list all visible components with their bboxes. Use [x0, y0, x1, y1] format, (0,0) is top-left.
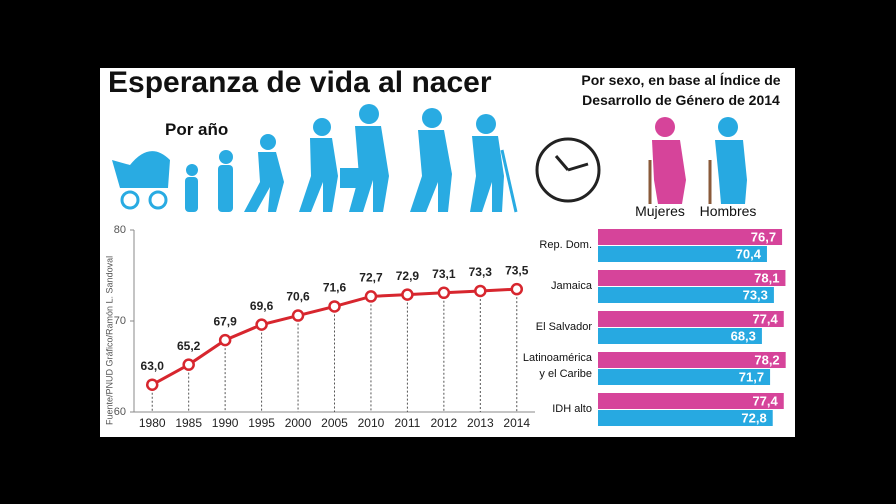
- bar: [598, 328, 762, 344]
- bar: [598, 270, 786, 286]
- bar: [598, 352, 786, 368]
- legend-entry: Mujeres: [635, 203, 685, 219]
- x-tick-label: 2010: [358, 416, 385, 430]
- point: [364, 290, 378, 303]
- bar: [598, 369, 771, 385]
- clock: [535, 137, 601, 203]
- point: [437, 286, 451, 300]
- legend-entry: Hombres: [699, 203, 757, 219]
- gender-icons: [648, 117, 747, 204]
- x-tick-label: 2014: [503, 416, 530, 430]
- value-label: 73,3: [469, 265, 493, 279]
- bar: [598, 311, 784, 327]
- y-tick-label: 70: [114, 315, 126, 327]
- value-label: 78,1: [754, 270, 779, 285]
- x-tick-label: 2013: [467, 416, 494, 430]
- bar: [598, 410, 773, 426]
- point: [291, 309, 305, 322]
- x-tick-label: 2012: [431, 416, 458, 430]
- category-label: Jamaica: [551, 280, 592, 292]
- x-tick-label: 1990: [212, 416, 239, 430]
- value-label: 71,6: [323, 281, 347, 295]
- bar-title: Por sexo, en base al Índice de Desarroll…: [581, 72, 781, 108]
- value-label: 70,4: [736, 246, 762, 261]
- silhouettes: [112, 104, 518, 213]
- point: [510, 282, 524, 296]
- point: [328, 300, 341, 313]
- value-label: 72,9: [396, 269, 420, 283]
- bar: [598, 246, 767, 262]
- y-tick-label: 80: [114, 224, 126, 236]
- category-label: Rep. Dom.: [539, 239, 592, 251]
- value-label: 78,2: [754, 352, 779, 367]
- x-tick-label: 1985: [175, 416, 202, 430]
- x-tick-label: 2005: [321, 416, 348, 430]
- value-label: 63,0: [141, 359, 165, 373]
- point: [218, 333, 232, 347]
- point: [474, 284, 487, 298]
- x-tick-label: 2000: [285, 416, 312, 430]
- bar: [598, 229, 783, 245]
- source: Fuente/PNUD Gráfico/Ramón L. Sandoval: [104, 256, 114, 425]
- value-label: 76,7: [751, 229, 776, 244]
- value-label: 69,6: [250, 299, 274, 313]
- category-label: Latinoamérica y el Caribe: [522, 352, 592, 380]
- value-label: 70,6: [286, 290, 310, 304]
- value-label: 77,4: [752, 311, 778, 326]
- x-tick-label: 1995: [248, 416, 275, 430]
- point: [401, 288, 414, 301]
- value-label: 73,1: [432, 267, 456, 281]
- point: [145, 378, 159, 391]
- value-label: 65,2: [177, 339, 201, 353]
- title: Esperanza de vida al nacer: [108, 66, 492, 99]
- value-label: 77,4: [752, 393, 778, 408]
- value-label: 72,7: [359, 271, 383, 285]
- x-tick-label: 1980: [139, 416, 166, 430]
- bar: [598, 287, 774, 303]
- point: [182, 358, 195, 371]
- point: [255, 318, 268, 331]
- value-label: 72,8: [741, 410, 766, 425]
- subtitle: Por año: [165, 120, 229, 139]
- value-label: 67,9: [213, 314, 237, 328]
- bar: [598, 393, 784, 409]
- y-tick-label: 60: [114, 406, 126, 418]
- category-label: El Salvador: [535, 321, 592, 333]
- value-label: 73,3: [743, 287, 768, 302]
- value-label: 68,3: [731, 328, 756, 343]
- x-tick-label: 2011: [395, 416, 421, 430]
- category-label: IDH alto: [552, 403, 592, 415]
- value-label: 71,7: [739, 369, 764, 384]
- value-label: 73,5: [505, 263, 529, 277]
